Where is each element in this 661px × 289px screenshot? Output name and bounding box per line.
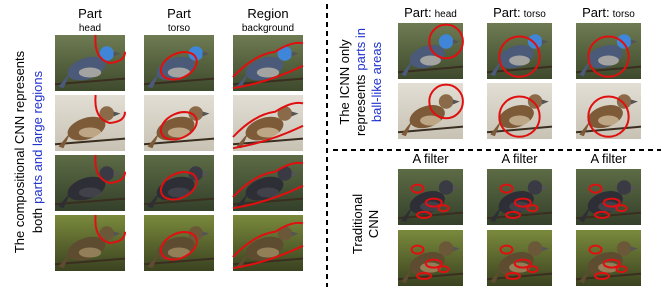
bird-image <box>233 35 303 91</box>
icnn-label-line3: ball-like areas <box>369 41 384 122</box>
bird-image <box>233 215 303 271</box>
bird-image <box>144 35 214 91</box>
head <box>617 94 632 109</box>
column-title: Part: head <box>404 5 457 20</box>
bird-image <box>487 83 552 139</box>
head <box>439 241 454 256</box>
head <box>528 34 543 49</box>
belly <box>509 55 530 65</box>
bird-image <box>487 23 552 79</box>
icnn-label-line2: represents parts in <box>353 28 368 136</box>
bird-image <box>233 95 303 151</box>
left-label-prefix: both <box>30 208 45 233</box>
bird-image <box>398 23 463 79</box>
belly <box>598 115 619 125</box>
icnn-label-prefix: represents <box>353 74 368 136</box>
bird-image <box>233 155 303 211</box>
column-title: Region <box>247 6 288 21</box>
bird-image <box>144 155 214 211</box>
bird-image <box>398 230 463 286</box>
column-subtitle: background <box>242 23 294 34</box>
column-title-main: Part: <box>404 5 431 20</box>
head <box>439 94 454 109</box>
head <box>617 34 632 49</box>
belly <box>257 127 279 137</box>
column-title: Part <box>78 6 102 21</box>
column-title-sub: torso <box>524 9 547 20</box>
icnn-label-highlight: parts in <box>353 28 368 71</box>
head <box>617 241 632 256</box>
column-title: A filter <box>412 151 449 166</box>
head <box>617 180 632 195</box>
column-title-sub: head <box>435 9 457 20</box>
column-subtitle: torso <box>168 23 191 34</box>
bird-image <box>55 215 125 271</box>
bird-image <box>144 215 214 271</box>
belly <box>79 127 101 137</box>
belly <box>79 67 101 77</box>
belly <box>257 67 279 77</box>
column-title-main: Part: <box>582 5 609 20</box>
left-label-highlight: parts and large regions <box>30 70 45 203</box>
icnn-label-line1: The ICNN only <box>337 39 352 125</box>
traditional-label-line1: Traditional <box>350 194 365 254</box>
bird-image <box>398 83 463 139</box>
column-title: A filter <box>501 151 538 166</box>
traditional-label-line2: CNN <box>366 210 381 238</box>
bird-image <box>55 155 125 211</box>
left-label-line1: The compositional CNN represents <box>12 50 27 253</box>
bird-image <box>487 169 552 225</box>
bird-image <box>55 35 125 91</box>
belly <box>79 187 101 197</box>
bird-image <box>55 95 125 151</box>
column-title: Part: torso <box>493 5 546 20</box>
head <box>439 34 454 49</box>
bird-image <box>144 95 214 151</box>
column-title-sub: torso <box>613 9 636 20</box>
bird-image <box>576 83 641 139</box>
head <box>528 180 543 195</box>
belly <box>257 187 279 197</box>
head <box>439 180 454 195</box>
bird-image <box>487 230 552 286</box>
bird-image <box>576 230 641 286</box>
bird-image <box>398 169 463 225</box>
column-title-main: Part: <box>493 5 520 20</box>
belly <box>509 115 530 125</box>
column-title: A filter <box>590 151 627 166</box>
belly <box>598 55 619 65</box>
belly <box>79 247 101 257</box>
head <box>528 94 543 109</box>
column-title: Part: torso <box>582 5 635 20</box>
head <box>528 241 543 256</box>
belly <box>257 247 279 257</box>
column-subtitle: head <box>79 23 101 34</box>
figure: The compositional CNN represents both par… <box>0 0 661 289</box>
bird-image <box>576 23 641 79</box>
left-label-line2: both parts and large regions <box>30 70 45 233</box>
column-title: Part <box>167 6 191 21</box>
bird-image <box>576 169 641 225</box>
